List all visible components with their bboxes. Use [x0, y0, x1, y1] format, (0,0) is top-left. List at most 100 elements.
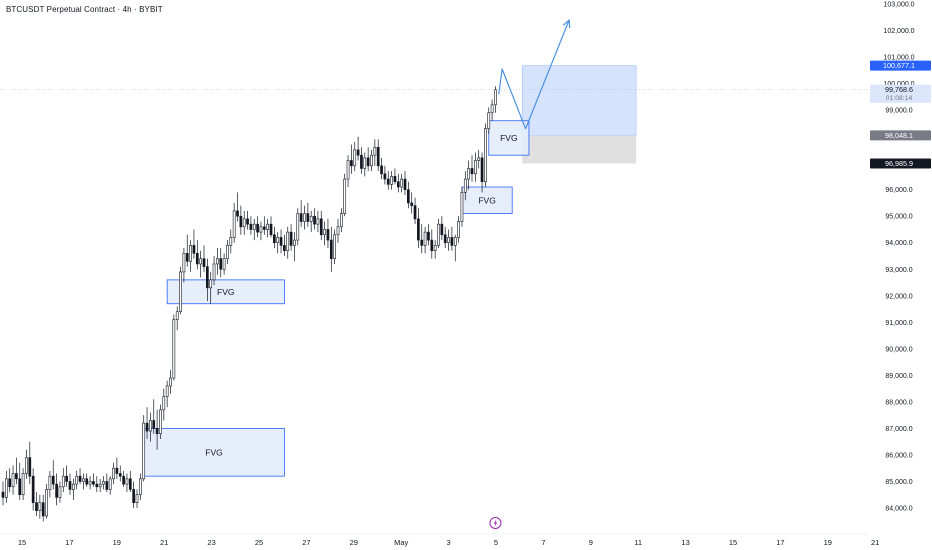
- candle[interactable]: [242, 210, 246, 235]
- candle[interactable]: [132, 481, 136, 508]
- candle[interactable]: [266, 218, 270, 238]
- candle[interactable]: [400, 173, 404, 193]
- candle[interactable]: [28, 441, 32, 485]
- candle[interactable]: [346, 155, 350, 188]
- candle[interactable]: [249, 216, 253, 235]
- candle[interactable]: [403, 171, 407, 195]
- candle[interactable]: [206, 258, 209, 302]
- candle[interactable]: [222, 253, 226, 275]
- candle[interactable]: [41, 494, 45, 522]
- candle[interactable]: [252, 218, 256, 241]
- candle[interactable]: [236, 192, 239, 222]
- candle[interactable]: [61, 468, 65, 493]
- candle[interactable]: [286, 226, 290, 259]
- candle[interactable]: [276, 232, 280, 254]
- candle[interactable]: [427, 224, 430, 246]
- candle[interactable]: [329, 226, 333, 272]
- candle[interactable]: [195, 240, 199, 270]
- candle[interactable]: [386, 171, 390, 190]
- candle[interactable]: [8, 468, 12, 493]
- candle[interactable]: [216, 248, 219, 275]
- candle[interactable]: [55, 473, 58, 506]
- candle[interactable]: [226, 240, 229, 264]
- candle[interactable]: [447, 229, 450, 251]
- candle[interactable]: [262, 216, 266, 235]
- candle[interactable]: [484, 123, 487, 188]
- candle[interactable]: [122, 470, 125, 487]
- candle[interactable]: [149, 412, 152, 442]
- candle[interactable]: [323, 221, 326, 246]
- candle[interactable]: [480, 152, 484, 193]
- candle[interactable]: [15, 457, 18, 485]
- candle[interactable]: [142, 415, 146, 482]
- candle[interactable]: [5, 470, 8, 503]
- candle[interactable]: [303, 205, 306, 230]
- candle[interactable]: [360, 147, 363, 174]
- candle[interactable]: [306, 202, 310, 227]
- candle[interactable]: [313, 208, 316, 230]
- event-marker-layer[interactable]: [489, 517, 502, 529]
- candle[interactable]: [467, 160, 471, 190]
- candle[interactable]: [319, 210, 323, 241]
- candle[interactable]: [192, 229, 196, 259]
- candle[interactable]: [31, 468, 35, 511]
- candle[interactable]: [430, 229, 434, 259]
- candle[interactable]: [175, 306, 179, 331]
- candle[interactable]: [433, 240, 437, 259]
- candle[interactable]: [326, 218, 330, 249]
- candle[interactable]: [58, 481, 62, 503]
- candle[interactable]: [35, 492, 38, 516]
- candle[interactable]: [413, 197, 417, 225]
- candle[interactable]: [112, 462, 115, 485]
- candle[interactable]: [316, 210, 320, 233]
- candle[interactable]: [339, 208, 343, 233]
- candle[interactable]: [165, 380, 169, 408]
- candle[interactable]: [219, 248, 223, 278]
- candle[interactable]: [98, 478, 102, 493]
- candle[interactable]: [383, 165, 387, 185]
- candle[interactable]: [102, 476, 105, 490]
- candle[interactable]: [373, 139, 377, 166]
- candle[interactable]: [406, 181, 410, 209]
- candle[interactable]: [118, 465, 122, 482]
- candle[interactable]: [21, 468, 25, 501]
- candle[interactable]: [199, 250, 203, 278]
- candle[interactable]: [48, 470, 52, 498]
- candle[interactable]: [95, 476, 99, 493]
- candle[interactable]: [229, 229, 233, 254]
- candle[interactable]: [135, 489, 139, 508]
- candle[interactable]: [92, 473, 95, 487]
- candle[interactable]: [75, 470, 79, 490]
- candle[interactable]: [172, 314, 176, 381]
- candle[interactable]: [363, 152, 367, 177]
- candle[interactable]: [38, 494, 42, 519]
- candle[interactable]: [299, 200, 303, 227]
- candle[interactable]: [45, 484, 48, 519]
- candle[interactable]: [25, 449, 28, 479]
- candle[interactable]: [353, 141, 357, 172]
- candle[interactable]: [437, 218, 440, 249]
- candle[interactable]: [239, 205, 243, 235]
- candle[interactable]: [209, 271, 213, 304]
- candles-layer[interactable]: [1, 86, 497, 522]
- candle[interactable]: [487, 107, 491, 134]
- candle[interactable]: [309, 210, 313, 233]
- candle[interactable]: [417, 208, 420, 249]
- candle[interactable]: [179, 266, 182, 315]
- candle[interactable]: [333, 229, 337, 264]
- candle[interactable]: [470, 155, 474, 182]
- candle[interactable]: [246, 210, 249, 230]
- candle[interactable]: [259, 221, 263, 241]
- candle[interactable]: [366, 147, 370, 172]
- candle[interactable]: [420, 224, 424, 254]
- candle[interactable]: [212, 256, 216, 286]
- candle[interactable]: [78, 468, 82, 485]
- candle[interactable]: [128, 470, 132, 493]
- candle[interactable]: [68, 473, 72, 495]
- candle[interactable]: [473, 152, 477, 182]
- candle[interactable]: [11, 465, 15, 495]
- candle[interactable]: [155, 409, 159, 450]
- candle[interactable]: [202, 245, 206, 272]
